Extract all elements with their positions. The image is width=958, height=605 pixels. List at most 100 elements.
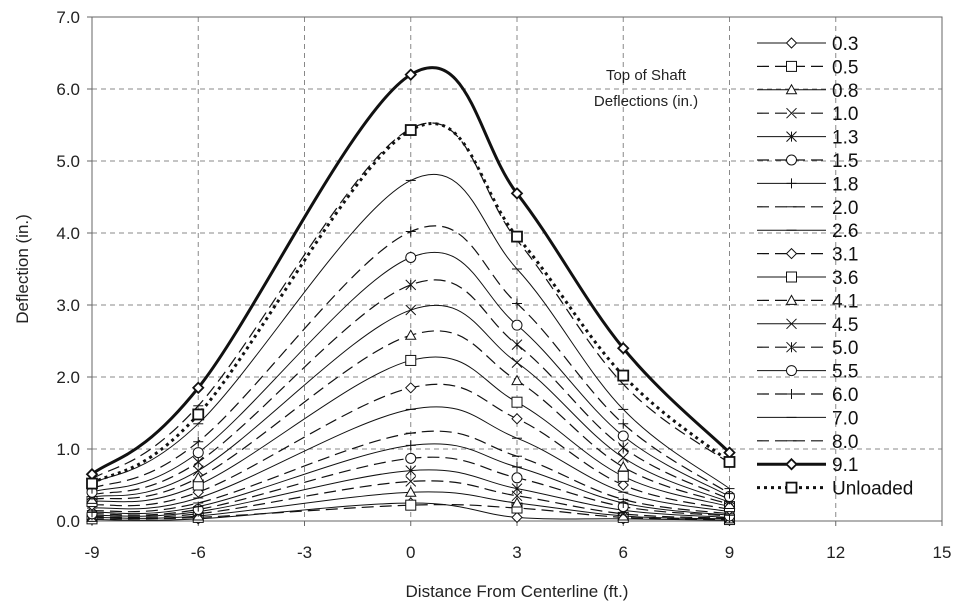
legend-item-2.6: 2.6	[757, 221, 858, 242]
data-point	[785, 247, 798, 260]
data-point	[405, 304, 417, 316]
data-point	[192, 408, 205, 421]
series-line	[91, 406, 730, 513]
legend-item-3.1: 3.1	[757, 245, 858, 266]
series-line	[91, 443, 730, 516]
y-tick-label: 0.0	[56, 512, 80, 531]
data-point	[617, 470, 629, 482]
series-line	[91, 122, 731, 485]
x-tick-label: 9	[725, 543, 734, 562]
series-1.8	[87, 440, 735, 521]
data-point	[405, 354, 417, 366]
legend-item-5.0: 5.0	[757, 338, 858, 359]
data-point	[86, 477, 98, 490]
data-point	[511, 496, 523, 508]
legend-item-1.8: 1.8	[757, 174, 858, 195]
data-point	[786, 178, 797, 189]
legend-item-3.6: 3.6	[757, 268, 858, 289]
data-point	[617, 509, 630, 521]
data-point	[405, 382, 417, 394]
data-point	[786, 131, 797, 142]
legend-item-9.1: 9.1	[757, 455, 858, 476]
series-4.1	[86, 329, 736, 509]
data-point	[404, 486, 417, 497]
data-point	[192, 456, 204, 468]
x-tick-label: -3	[297, 543, 312, 562]
data-point	[405, 452, 417, 464]
legend-label: 3.1	[832, 245, 858, 266]
data-point	[617, 460, 630, 472]
legend-label: 5.5	[832, 362, 858, 383]
data-point	[785, 37, 798, 49]
data-point	[192, 471, 205, 483]
series-line	[91, 503, 730, 521]
series-Unloaded	[86, 122, 736, 490]
data-point	[511, 483, 523, 494]
legend-item-4.5: 4.5	[757, 315, 858, 336]
data-point	[192, 465, 204, 476]
legend-item-4.1: 4.1	[757, 291, 858, 312]
data-point	[405, 226, 416, 237]
data-point	[405, 251, 417, 263]
data-point	[786, 154, 797, 166]
data-point	[511, 472, 523, 484]
data-point	[786, 318, 797, 330]
data-point	[405, 476, 417, 487]
x-tick-label: 6	[619, 543, 628, 562]
series-line	[91, 491, 730, 520]
legend-item-1.0: 1.0	[757, 104, 858, 125]
legend-label: Unloaded	[832, 479, 913, 500]
data-point	[786, 365, 797, 377]
legend-label: 6.0	[832, 385, 858, 406]
y-tick-label: 7.0	[56, 8, 80, 27]
legend-item-1.5: 1.5	[757, 151, 858, 172]
data-point	[785, 481, 798, 494]
data-point	[510, 187, 524, 200]
legend-label: 1.8	[832, 174, 858, 195]
x-tick-label: 0	[406, 543, 415, 562]
series-lines	[85, 66, 736, 526]
axis-ticks: -9 -6 -3 0 3 6 9 12 150.01.02.03.04.05.06.07.0	[56, 8, 951, 562]
data-point	[405, 440, 416, 451]
data-point	[193, 436, 204, 447]
y-tick-label: 3.0	[56, 296, 80, 315]
series-line	[91, 469, 730, 518]
series-7.0	[87, 173, 735, 490]
legend-item-6.0: 6.0	[757, 385, 858, 406]
legend-label: 0.5	[832, 57, 858, 78]
y-tick-label: 6.0	[56, 80, 80, 99]
data-point	[724, 488, 735, 499]
legend-label: 0.3	[832, 34, 858, 55]
data-point	[786, 107, 797, 119]
data-point	[405, 499, 417, 511]
legend-label: 9.1	[832, 455, 858, 476]
legend-item-2.0: 2.0	[757, 198, 858, 219]
data-point	[616, 341, 630, 355]
data-point	[786, 271, 797, 283]
y-tick-label: 5.0	[56, 152, 80, 171]
legend-item-7.0: 7.0	[757, 408, 858, 429]
annotation: Top of Shaft Deflections (in.)	[594, 67, 698, 110]
legend-label: 2.6	[832, 221, 858, 242]
data-point	[511, 357, 523, 368]
data-point	[617, 452, 629, 463]
x-tick-label: -9	[84, 543, 99, 562]
annotation-line-1: Top of Shaft	[606, 67, 687, 84]
data-point	[617, 430, 629, 442]
x-tick-label: 12	[826, 543, 845, 562]
data-point	[511, 230, 523, 243]
series-2.0	[87, 430, 735, 515]
data-point	[511, 396, 523, 408]
data-point	[617, 442, 629, 453]
legend-label: 1.5	[832, 151, 858, 172]
data-point	[511, 339, 523, 350]
data-point	[786, 389, 797, 399]
data-point	[511, 319, 523, 331]
data-point	[786, 341, 797, 353]
legend-label: 1.3	[832, 128, 858, 149]
data-point	[192, 447, 204, 459]
series-line	[91, 480, 730, 519]
data-point	[512, 298, 522, 309]
